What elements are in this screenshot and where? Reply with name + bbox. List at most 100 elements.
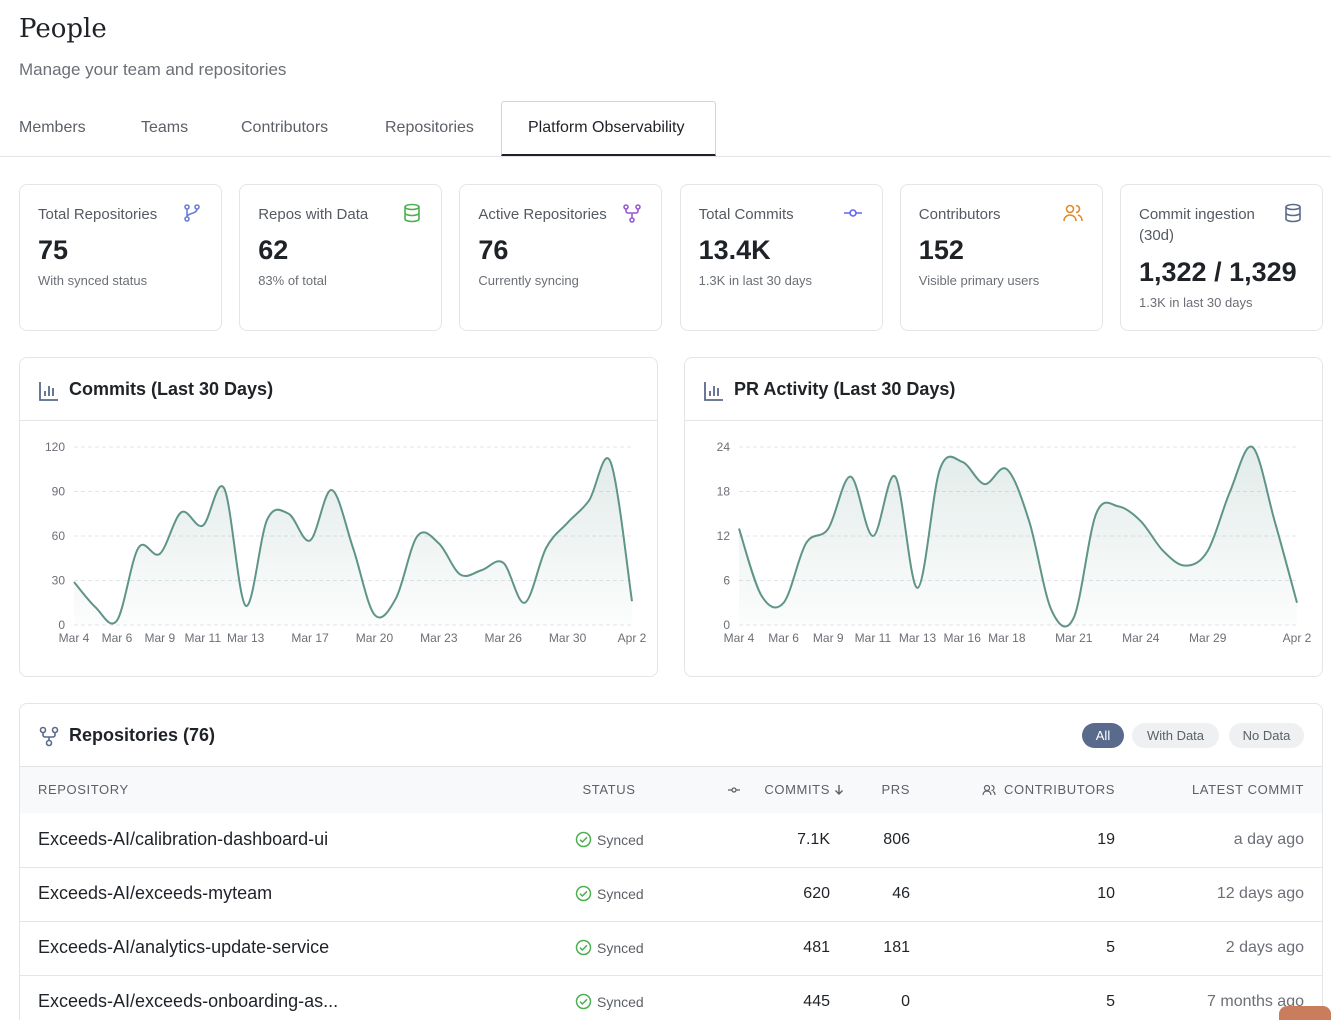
x-tick-label: Mar 26 [485,631,523,645]
x-tick-label: Mar 30 [549,631,587,645]
stat-value: 62 [258,235,289,265]
stat-icon [1285,203,1301,223]
cell: 10 [1097,885,1115,902]
column-icon [982,784,996,796]
stat-icon [404,203,420,223]
filter-pill[interactable]: With Data [1132,723,1219,748]
corner-widget[interactable] [1279,1006,1331,1020]
stat-icon [1062,204,1083,222]
card-divider [20,420,657,421]
tab-divider [0,156,1331,157]
tab[interactable]: Repositories [385,119,474,136]
stat-card: Commit ingestion (30d) 1,322 / 1,329 1.3K … [1120,184,1323,331]
status-icon [575,831,592,848]
cell: 181 [883,939,910,956]
row-divider [20,975,1322,976]
active-tab-box [501,101,716,156]
column-header: PRS [881,782,910,797]
y-tick-label: 24 [717,440,731,454]
tab[interactable]: Members [19,119,86,136]
area [739,446,1297,627]
cell: 620 [803,885,830,902]
chart: 0 30 60 90 120 Mar 4 Mar 6 Mar 9 Mar 11 Mar 13 Mar… [45,440,647,645]
stat-card: Active Repositories 76 Currently syncing [459,184,663,331]
stat-card: Total Repositories 75 With synced status [19,184,222,331]
x-tick-label: Mar 4 [724,631,755,645]
stat-icon [184,204,200,222]
x-tick-label: Mar 18 [988,631,1026,645]
y-tick-label: 6 [723,574,730,588]
cell: 5 [1106,993,1115,1010]
stat-value: 152 [918,235,964,265]
tab[interactable]: Platform Observability [528,119,685,136]
chart: 0 6 12 18 24 Mar 4 Mar 6 Mar 9 Mar 11 Mar 13 Mar 1… [717,440,1312,645]
cell: a day ago [1233,831,1304,848]
column-header: REPOSITORY [38,782,129,797]
cell: 2 days ago [1225,939,1304,956]
stat-note: 83% of total [258,273,327,288]
tab[interactable]: Contributors [241,119,329,136]
filter-pill[interactable]: All [1082,723,1124,748]
x-tick-label: Mar 24 [1122,631,1160,645]
column-header: COMMITS [764,782,830,797]
x-tick-label: Mar 20 [356,631,394,645]
x-tick-label: Mar 29 [1189,631,1227,645]
filter-pill[interactable]: No Data [1229,723,1304,748]
status-icon [575,885,592,902]
line [738,445,1298,628]
cell: 481 [803,939,830,956]
cell: 12 days ago [1216,885,1304,902]
pr-card: PR Activity (Last 30 Days) 0 6 12 18 24 Mar 4… [684,357,1323,677]
cell: 5 [1106,939,1115,956]
x-tick-label: Mar 11 [855,631,892,645]
column-header: CONTRIBUTORS [1004,782,1115,797]
stat-icon [623,204,642,223]
x-tick-label: Mar 13 [899,631,937,645]
row-divider [20,921,1322,922]
stat-note: Currently syncing [478,273,579,288]
repo-name[interactable]: Exceeds-AI/exceeds-onboarding-as... [38,991,339,1011]
chart-icon [704,382,723,401]
stat-note: With synced status [38,273,148,288]
column-icon [835,785,843,795]
x-tick-label: Mar 13 [227,631,265,645]
stat-label: Commit ingestion (30d) [1139,206,1255,244]
stat-value: 13.4K [698,235,771,265]
page-subtitle: Manage your team and repositories [19,60,287,79]
status-icon [575,993,592,1010]
repo-icon [39,726,59,747]
column-icon [728,787,740,793]
stat-value: 1,322 / 1,329 [1139,257,1297,287]
x-tick-label: Apr 2 [1283,631,1312,645]
page-title: People [19,14,107,44]
x-tick-label: Mar 6 [768,631,799,645]
repo-name[interactable]: Exceeds-AI/analytics-update-service [38,937,330,957]
cell: 46 [892,885,910,902]
repo-name[interactable]: Exceeds-AI/exceeds-myteam [38,883,273,903]
tab[interactable]: Teams [141,119,189,136]
x-tick-label: Mar 6 [102,631,133,645]
x-tick-label: Mar 16 [944,631,982,645]
commits-card: Commits (Last 30 Days) 0 30 60 90 120 Mar 4 Ma… [19,357,658,677]
y-tick-label: 12 [717,529,731,543]
y-tick-label: 120 [45,440,65,454]
cell: 7 months ago [1207,993,1304,1010]
chart-title: PR Activity (Last 30 Days) [734,379,956,399]
stat-label: Total Commits [698,206,794,223]
stat-card: Contributors 152 Visible primary users [899,184,1103,331]
status-badge: Synced [575,993,644,1010]
status-badge: Synced [575,885,644,902]
stat-label: Total Repositories [38,206,158,223]
status-badge: Synced [575,939,644,956]
repo-name[interactable]: Exceeds-AI/calibration-dashboard-ui [38,829,329,849]
stat-card: Total Commits 13.4K 1.3K in last 30 days [679,184,883,331]
cell: 19 [1097,831,1115,848]
x-tick-label: Apr 2 [618,631,647,645]
y-tick-label: 60 [52,529,66,543]
repositories-card: Repositories (76) All With Data No Data REP… [19,703,1323,1020]
stat-card: Repos with Data 62 83% of total [239,184,443,331]
stat-note: 1.3K in last 30 days [698,273,813,288]
stat-value: 75 [38,235,69,265]
x-tick-label: Mar 23 [420,631,458,645]
